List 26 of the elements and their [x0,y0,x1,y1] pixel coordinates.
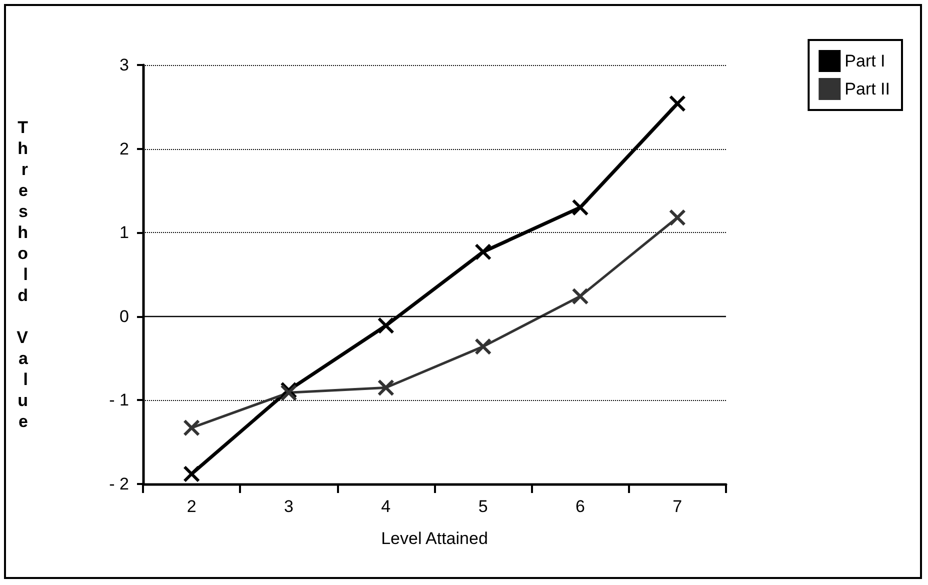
point [572,288,589,305]
point [377,317,394,334]
y-tick-label: - 1 [109,390,129,410]
point [668,95,686,112]
x-tick-label: 4 [381,497,391,516]
x-tick-label: 7 [672,497,682,516]
point [474,243,492,260]
point [668,209,686,226]
y-tick-label: 3 [120,56,129,74]
legend-label: Part II [844,80,890,98]
x-tick-label: 2 [186,497,196,516]
x-tick-label: 3 [284,497,294,516]
y-tick-label: - 2 [109,474,129,494]
y-tick-label: 1 [120,223,129,242]
point [572,198,589,216]
point [183,419,200,436]
text: Threshold Value [16,118,28,431]
y-tick-label: 0 [120,306,129,326]
x-tick-label: 6 [576,497,585,516]
point [377,379,394,396]
point [183,465,200,482]
x-tick-label: 5 [478,497,488,516]
point [474,338,492,356]
x-axis-title: Level Attained [381,529,488,548]
y-tick-label: 2 [120,139,129,158]
legend-label: Part I [844,52,886,70]
